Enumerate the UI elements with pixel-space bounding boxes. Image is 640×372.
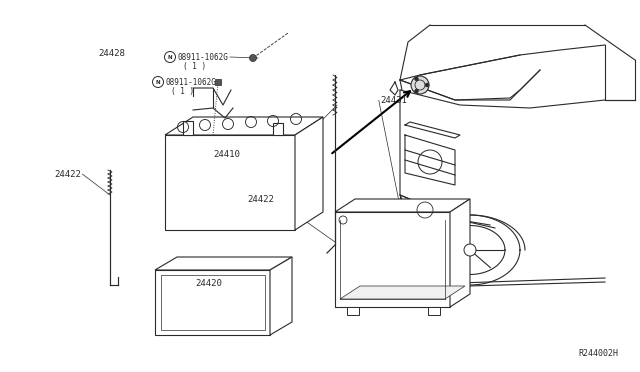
Text: ( 1 ): ( 1 )	[183, 61, 206, 71]
Text: 24422: 24422	[247, 195, 274, 203]
Text: 08911-1062G: 08911-1062G	[165, 77, 216, 87]
Text: 24431: 24431	[381, 96, 408, 105]
Circle shape	[415, 77, 419, 81]
Polygon shape	[335, 212, 450, 307]
Polygon shape	[183, 121, 193, 135]
Polygon shape	[155, 257, 292, 270]
Polygon shape	[340, 286, 465, 299]
Circle shape	[425, 83, 429, 87]
Circle shape	[250, 55, 257, 61]
Text: 24422: 24422	[54, 170, 81, 179]
Bar	[215, 79, 221, 85]
Text: 24428: 24428	[99, 49, 125, 58]
Polygon shape	[450, 199, 470, 307]
Text: N: N	[156, 80, 160, 84]
Polygon shape	[270, 257, 292, 335]
Text: 24410: 24410	[213, 150, 240, 159]
Circle shape	[411, 76, 429, 94]
Text: N: N	[168, 55, 172, 60]
Polygon shape	[155, 270, 270, 335]
Bar	[428, 307, 440, 315]
Polygon shape	[295, 117, 323, 230]
Text: 08911-1062G: 08911-1062G	[177, 52, 228, 61]
Text: 24420: 24420	[195, 279, 222, 288]
Polygon shape	[165, 117, 323, 135]
Polygon shape	[165, 135, 295, 230]
Circle shape	[415, 89, 419, 93]
Polygon shape	[335, 199, 470, 212]
Bar	[347, 307, 359, 315]
Text: R244002H: R244002H	[578, 349, 618, 358]
Text: ( 1 ): ( 1 )	[171, 87, 194, 96]
Polygon shape	[273, 123, 283, 135]
Circle shape	[464, 244, 476, 256]
